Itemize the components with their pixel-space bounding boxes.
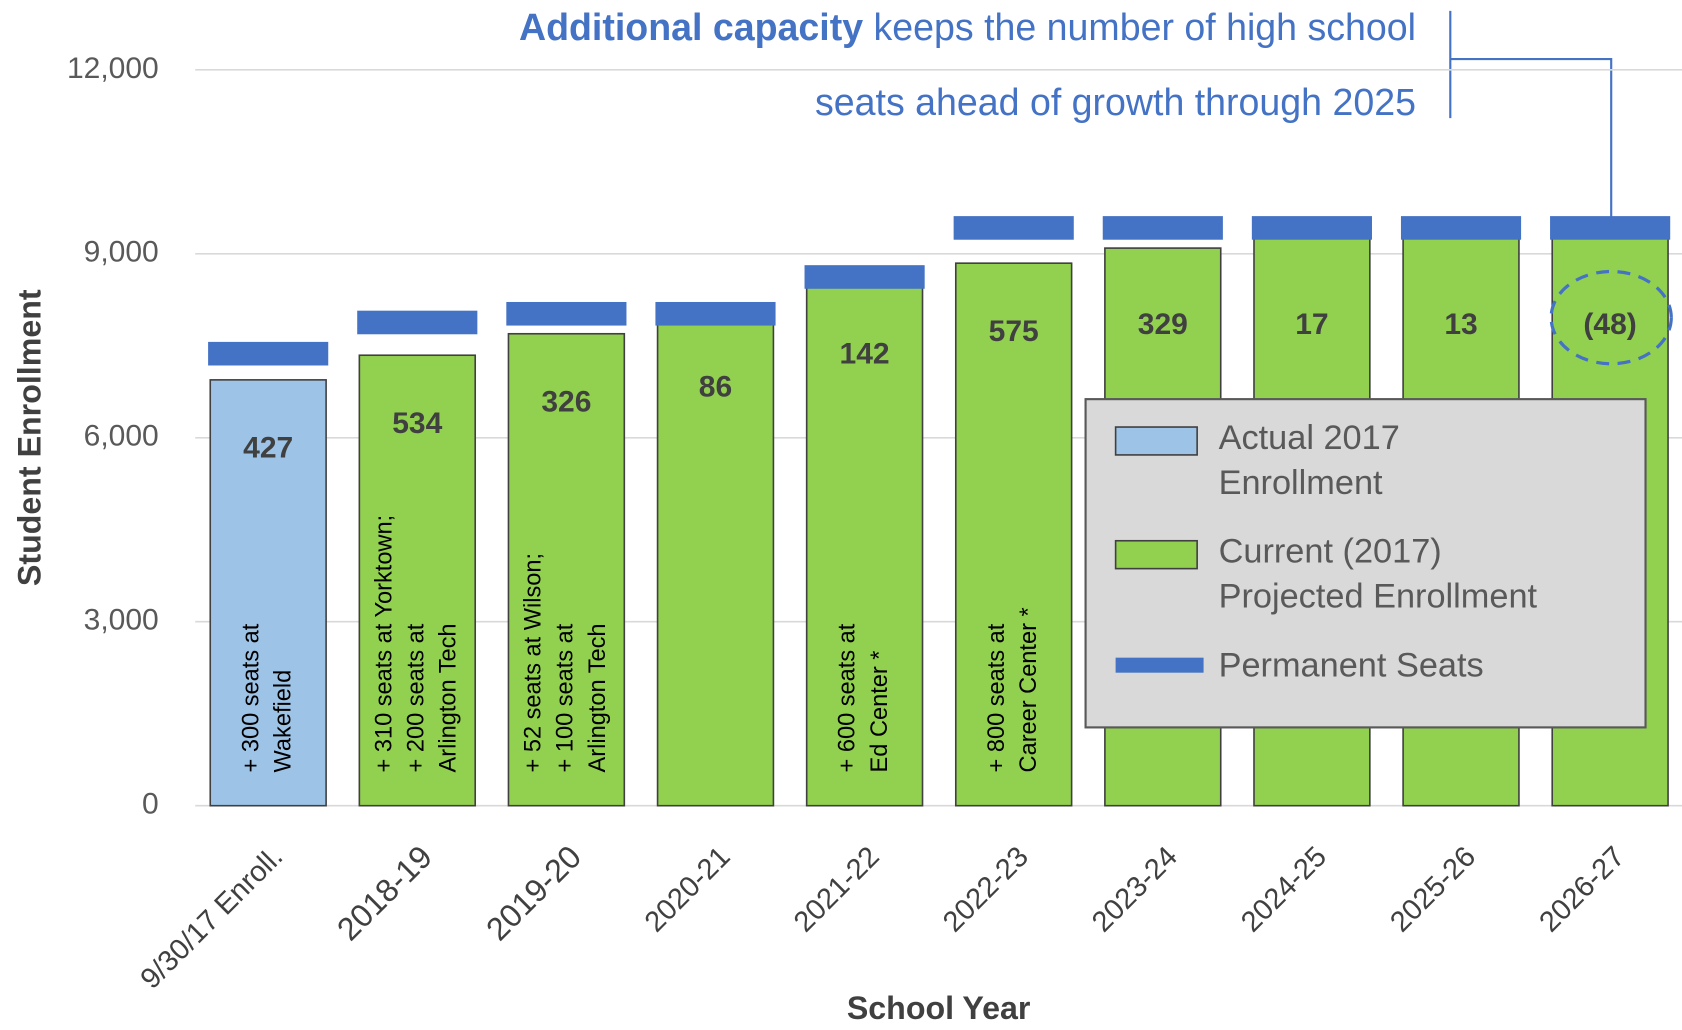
bar-note: + 100 seats at <box>552 623 578 772</box>
x-tick-label: 2021-22 <box>788 841 886 939</box>
x-tick-label: 2025-26 <box>1384 841 1482 939</box>
legend-swatch <box>1114 426 1198 456</box>
bar <box>209 379 327 807</box>
x-tick-label: 9/30/17 Enroll. <box>135 841 290 996</box>
y-tick-label: 9,000 <box>84 236 159 269</box>
gap-label: 329 <box>1138 308 1188 341</box>
seat-marker <box>208 341 329 366</box>
y-tick-label: 3,000 <box>84 604 159 637</box>
bar <box>954 262 1073 807</box>
legend-label: Actual 2017 Enrollment <box>1219 419 1400 502</box>
legend-label-line: Enrollment <box>1219 464 1383 502</box>
gap-label: 427 <box>243 432 293 465</box>
bar-note: + 200 seats at <box>403 623 429 772</box>
legend-label: Permanent Seats <box>1219 646 1484 684</box>
x-axis-title: School Year <box>847 990 1031 1026</box>
seat-marker <box>1251 216 1372 240</box>
bar-note: + 800 seats at <box>983 623 1009 772</box>
gap-label: 326 <box>541 385 591 418</box>
x-tick-label: 2026-27 <box>1533 841 1631 939</box>
gap-label: 13 <box>1444 308 1477 341</box>
legend-label: Current (2017) Projected Enrollment <box>1219 533 1538 616</box>
y-tick-label: 0 <box>142 788 159 821</box>
gap-label: 17 <box>1295 308 1328 341</box>
bar-note: + 300 seats at <box>237 623 263 772</box>
x-tick-label: 2018-19 <box>330 838 439 947</box>
bar-note: + 310 seats at Yorktown; <box>370 515 396 773</box>
annotation: Additional capacity keeps the number of … <box>519 6 1416 48</box>
x-tick-label: 2023-24 <box>1086 841 1184 939</box>
bar <box>656 318 775 807</box>
seat-marker <box>357 310 478 335</box>
gap-label: 534 <box>392 407 442 440</box>
x-tick-label: 2022-23 <box>937 841 1035 939</box>
annotation-text: keeps the number of high school <box>863 6 1416 48</box>
seat-marker <box>506 301 627 326</box>
bar-note: + 600 seats at <box>834 623 860 772</box>
x-tick-label: 2019-20 <box>479 838 588 947</box>
y-axis-title: Student Enrollment <box>12 289 48 586</box>
y-tick-label: 12,000 <box>67 52 159 85</box>
x-tick-label: 2020-21 <box>639 841 737 939</box>
seat-marker <box>953 216 1074 240</box>
legend-label-line: Current (2017) <box>1219 533 1442 571</box>
bar-note: + 52 seats at Wilson; <box>519 553 545 773</box>
callout-line <box>1449 10 1613 273</box>
gap-label: (48) <box>1583 308 1636 341</box>
highlight-ellipse <box>1549 269 1673 366</box>
bar <box>805 284 924 807</box>
seat-marker <box>1102 216 1223 240</box>
bar-note: Wakefield <box>270 670 296 773</box>
gap-label: 575 <box>989 315 1039 348</box>
legend-swatch <box>1114 539 1198 570</box>
annotation: seats ahead of growth through 2025 <box>815 81 1416 123</box>
y-tick-label: 6,000 <box>84 420 159 453</box>
annotation-bold: Additional capacity <box>519 6 863 48</box>
gap-label: 86 <box>699 371 732 404</box>
legend-swatch <box>1115 657 1204 673</box>
legend-label-line: Projected Enrollment <box>1219 578 1538 616</box>
gap-label: 142 <box>840 337 890 370</box>
bar-note: Arlington Tech <box>435 623 461 772</box>
seat-marker <box>1400 216 1522 240</box>
x-tick-label: 2024-25 <box>1235 841 1333 939</box>
seat-marker <box>804 265 925 289</box>
bar <box>358 354 477 807</box>
seat-marker <box>655 301 776 326</box>
bar-note: Arlington Tech <box>584 623 610 772</box>
bar-note: Ed Center * <box>866 651 892 773</box>
bar <box>507 332 626 807</box>
legend-label-line: Actual 2017 <box>1219 419 1400 457</box>
seat-marker <box>1550 216 1671 240</box>
bar-note: Career Center * <box>1015 607 1041 772</box>
